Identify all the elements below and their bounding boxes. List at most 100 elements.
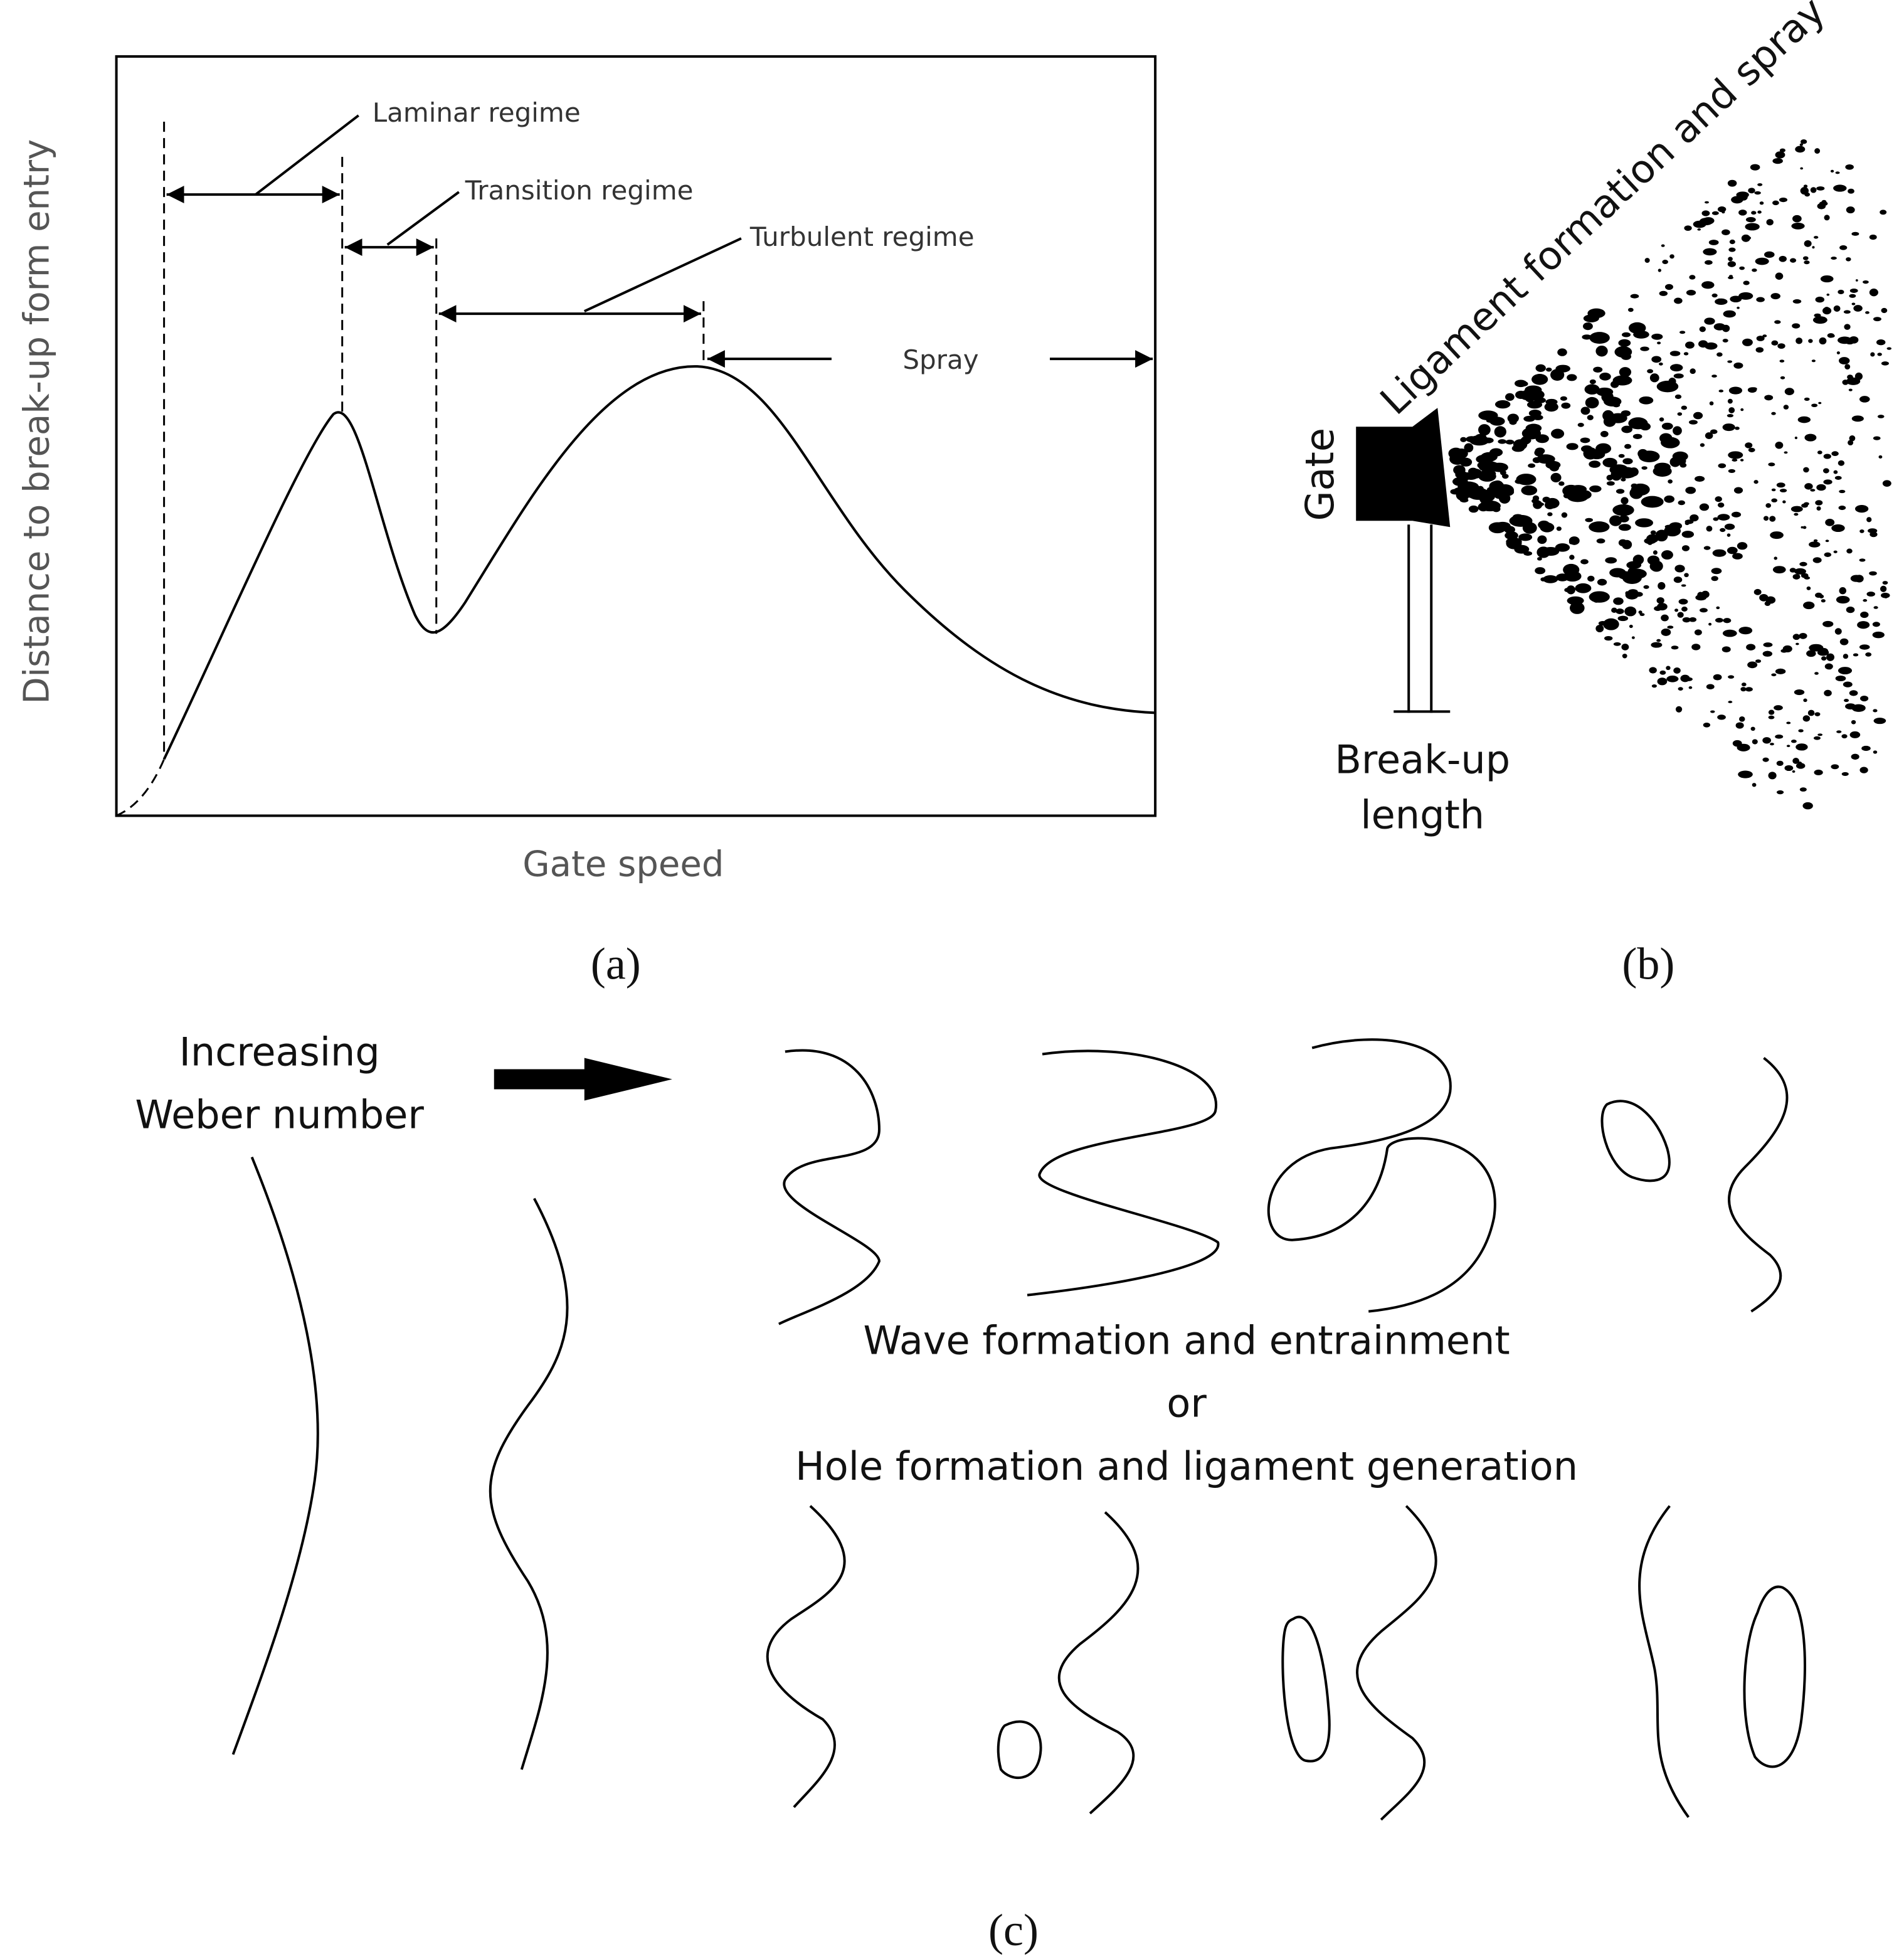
spray-droplet xyxy=(1872,622,1880,627)
spray-droplet xyxy=(1722,423,1735,432)
spray-droplet xyxy=(1626,561,1642,570)
spray-droplet xyxy=(1637,449,1648,459)
spray-droplet xyxy=(1502,474,1509,479)
spray-droplet xyxy=(1861,745,1871,751)
spray-droplet xyxy=(1812,246,1815,249)
spray-droplet xyxy=(1756,297,1765,302)
spray-droplet xyxy=(1699,503,1710,511)
spray-droplet xyxy=(1711,568,1722,575)
spray-droplet xyxy=(1678,687,1683,691)
spray-droplet xyxy=(1812,316,1827,324)
spray-droplet xyxy=(1827,333,1835,338)
spray-droplet xyxy=(1745,236,1752,240)
spray-droplet xyxy=(1759,201,1764,205)
spray-droplet xyxy=(1691,515,1695,518)
spray-droplet xyxy=(1817,450,1822,455)
spray-droplet xyxy=(1804,260,1810,265)
spray-droplet xyxy=(1624,443,1632,449)
spray-droplet xyxy=(1614,346,1632,358)
spray-droplet xyxy=(1738,770,1753,778)
curve-start xyxy=(115,758,165,817)
spray-droplet xyxy=(1666,676,1679,682)
spray-droplet xyxy=(1878,455,1883,459)
spray-droplet xyxy=(1722,324,1730,332)
spray-droplet xyxy=(1661,437,1680,449)
spray-droplet xyxy=(1730,295,1742,303)
spray-droplet xyxy=(1792,299,1802,304)
spray-droplet xyxy=(1722,629,1737,637)
spray-droplet xyxy=(1469,435,1489,446)
spray-droplet xyxy=(1681,607,1688,612)
sheet-outline xyxy=(489,1197,569,1770)
spray-droplet xyxy=(1563,570,1582,582)
spray-droplet xyxy=(1627,568,1647,579)
spray-droplet xyxy=(1817,203,1826,210)
spray-droplet xyxy=(1488,522,1506,534)
spray-droplet xyxy=(1727,546,1738,555)
spray-droplet xyxy=(1775,442,1784,449)
spray-droplet xyxy=(1851,415,1864,422)
spray-droplet xyxy=(1717,714,1726,720)
spray-droplet xyxy=(1669,522,1683,530)
spray-droplet xyxy=(1839,638,1849,645)
spray-droplet xyxy=(1657,341,1661,344)
spray-droplet xyxy=(1641,466,1647,470)
spray-droplet xyxy=(1452,477,1468,486)
spray-droplet xyxy=(1799,743,1804,749)
spray-droplet xyxy=(1804,502,1809,506)
spray-droplet xyxy=(1757,183,1763,186)
spray-droplet xyxy=(1681,545,1690,551)
spray-droplet xyxy=(1882,581,1888,585)
spray-droplet xyxy=(1854,575,1864,583)
spray-droplet xyxy=(1622,332,1631,337)
spray-droplet xyxy=(1865,311,1870,314)
spray-droplet xyxy=(1784,765,1794,772)
breakup-curve xyxy=(162,365,1156,760)
spray-droplet xyxy=(1453,487,1463,496)
spray-droplet xyxy=(1859,396,1870,403)
spray-droplet xyxy=(1762,757,1769,762)
spray-droplet xyxy=(1555,364,1570,373)
center-text: Hole formation and ligament generation xyxy=(795,1443,1578,1489)
spray-droplet xyxy=(1720,528,1726,533)
spray-droplet xyxy=(1705,432,1713,439)
spray-droplet xyxy=(1715,298,1728,305)
spray-droplet xyxy=(1733,487,1743,494)
annotation: Laminar regime xyxy=(373,97,581,128)
arrow-label: Increasing xyxy=(179,1029,380,1075)
spray-droplet xyxy=(1866,517,1872,523)
spray-droplet xyxy=(1851,719,1856,725)
spray-droplet xyxy=(1838,289,1844,295)
spray-droplet xyxy=(1695,475,1705,482)
spray-droplet xyxy=(1651,356,1662,363)
spray-droplet xyxy=(1803,601,1815,610)
spray-droplet xyxy=(1701,210,1710,216)
spray-droplet xyxy=(1866,592,1876,597)
panel-c: Increasing Weber number Wave formation a… xyxy=(135,1029,1806,1955)
spray-droplet xyxy=(1762,334,1767,337)
spray-droplet xyxy=(1640,346,1649,351)
spray-droplet xyxy=(1536,546,1550,558)
spray-droplet xyxy=(1609,413,1627,423)
spray-droplet xyxy=(1790,258,1797,263)
wave-outline xyxy=(1356,1505,1437,1821)
spray-droplet xyxy=(1849,336,1859,344)
spray-droplet xyxy=(1816,484,1826,491)
spray-droplet xyxy=(1621,477,1626,482)
spray-droplet xyxy=(1801,526,1804,529)
spray-droplet xyxy=(1715,496,1722,502)
spray-droplet xyxy=(1450,449,1459,455)
spray-droplet xyxy=(1676,457,1686,465)
spray-droplet xyxy=(1521,427,1542,440)
breakup-label: length xyxy=(1360,792,1484,837)
spray-droplet xyxy=(1877,415,1885,418)
spray-droplet xyxy=(1775,735,1784,739)
spray-droplet xyxy=(1839,245,1848,250)
spray-droplet xyxy=(1777,343,1785,349)
spray-droplet xyxy=(1802,802,1813,810)
wave-outline xyxy=(1728,1056,1789,1313)
spray-droplet xyxy=(1846,206,1855,214)
spray-droplet xyxy=(1639,613,1645,617)
spray-droplet xyxy=(1681,584,1686,587)
spray-droplet xyxy=(1873,750,1878,754)
